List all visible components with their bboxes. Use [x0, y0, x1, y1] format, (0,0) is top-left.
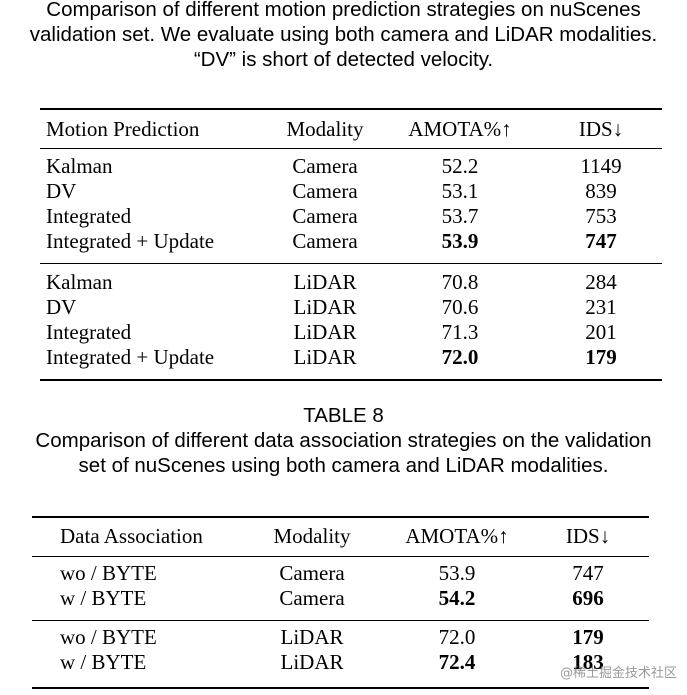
method-cell: wo / BYTE [60, 561, 157, 585]
ids-cell: 1149 [580, 154, 622, 178]
table-row: Kalman Camera 52.2 1149 [40, 154, 662, 179]
method-cell: Integrated + Update [46, 345, 215, 369]
method-cell: Integrated [46, 204, 132, 228]
method-cell: Integrated [46, 320, 132, 344]
amota-cell: 70.8 [441, 270, 479, 294]
modality-cell: Camera [292, 204, 358, 228]
ids-cell-best: 747 [585, 229, 617, 253]
column-header: Modality [273, 524, 351, 548]
table-group-rule [40, 263, 662, 264]
method-cell: Kalman [46, 154, 113, 178]
modality-cell: LiDAR [293, 270, 357, 294]
table-bottom-rule [40, 379, 662, 381]
data-association-table: Data Association Modality AMOTA%↑ IDS↓ w… [32, 520, 649, 675]
method-cell: Kalman [46, 270, 113, 294]
amota-cell: 71.3 [441, 320, 479, 344]
column-header: IDS↓ [578, 117, 624, 141]
table-header-rule [32, 556, 649, 557]
amota-cell: 52.2 [441, 154, 479, 178]
caption-line: set of nuScenes using both camera and Li… [78, 454, 609, 477]
method-cell: w / BYTE [60, 586, 147, 610]
modality-cell: LiDAR [293, 320, 357, 344]
column-header: IDS↓ [565, 524, 611, 548]
caption-line: Comparison of different data association… [35, 429, 652, 452]
table-8-caption: TABLE 8 Comparison of different data ass… [0, 403, 687, 478]
ids-cell-best: 696 [572, 586, 604, 610]
caption-line: Comparison of different motion predictio… [46, 0, 641, 21]
method-cell: w / BYTE [60, 650, 147, 674]
table-bottom-rule [32, 687, 649, 689]
table-row: w / BYTE Camera 54.2 696 [32, 586, 649, 611]
table-row: DV LiDAR 70.6 231 [40, 295, 662, 320]
amota-cell: 72.0 [438, 625, 476, 649]
table-header-rule [40, 148, 662, 149]
table-header-row: Motion Prediction Modality AMOTA%↑ IDS↓ [40, 113, 662, 146]
watermark: @稀土掘金技术社区 [559, 666, 677, 681]
ids-cell: 753 [585, 204, 617, 228]
table-top-rule [40, 108, 662, 110]
table-row: wo / BYTE LiDAR 72.0 179 [32, 625, 649, 650]
table-row: Integrated + Update LiDAR 72.0 179 [40, 345, 662, 370]
modality-cell: Camera [292, 229, 358, 253]
column-header: AMOTA%↑ [408, 117, 512, 141]
method-cell: wo / BYTE [60, 625, 157, 649]
table-row: Kalman LiDAR 70.8 284 [40, 270, 662, 295]
column-header: Data Association [60, 524, 203, 548]
table-group-rule [32, 620, 649, 621]
table-header-row: Data Association Modality AMOTA%↑ IDS↓ [32, 520, 649, 553]
table-row: Integrated Camera 53.7 753 [40, 204, 662, 229]
column-header: AMOTA%↑ [405, 524, 509, 548]
method-cell: DV [46, 295, 77, 319]
amota-cell-best: 54.2 [438, 586, 476, 610]
amota-cell: 53.7 [441, 204, 479, 228]
modality-cell: Camera [292, 179, 358, 203]
modality-cell: LiDAR [280, 650, 344, 674]
amota-cell: 70.6 [441, 295, 479, 319]
amota-cell: 53.1 [441, 179, 479, 203]
modality-cell: Camera [279, 586, 345, 610]
ids-cell: 839 [585, 179, 617, 203]
amota-cell-best: 72.4 [438, 650, 476, 674]
table-7-caption: Comparison of different motion predictio… [0, 0, 687, 72]
method-cell: DV [46, 179, 77, 203]
method-cell: Integrated + Update [46, 229, 215, 253]
amota-cell: 53.9 [438, 561, 476, 585]
table-row: w / BYTE LiDAR 72.4 183 [32, 650, 649, 675]
ids-cell: 284 [585, 270, 617, 294]
table-top-rule [32, 516, 649, 518]
table-row: Integrated LiDAR 71.3 201 [40, 320, 662, 345]
ids-cell: 201 [585, 320, 617, 344]
column-header: Modality [286, 117, 364, 141]
table-row: wo / BYTE Camera 53.9 747 [32, 561, 649, 586]
ids-cell-best: 179 [572, 625, 604, 649]
modality-cell: LiDAR [293, 295, 357, 319]
table-row: Integrated + Update Camera 53.9 747 [40, 229, 662, 254]
amota-cell-best: 72.0 [441, 345, 479, 369]
amota-cell-best: 53.9 [441, 229, 479, 253]
caption-line: “DV” is short of detected velocity. [193, 48, 494, 71]
ids-cell-best: 183 [572, 650, 604, 674]
motion-prediction-table: Motion Prediction Modality AMOTA%↑ IDS↓ … [40, 113, 662, 370]
modality-cell: Camera [292, 154, 358, 178]
table-row: DV Camera 53.1 839 [40, 179, 662, 204]
modality-cell: LiDAR [280, 625, 344, 649]
modality-cell: LiDAR [293, 345, 357, 369]
ids-cell: 747 [572, 561, 604, 585]
table-label: TABLE 8 [303, 404, 384, 427]
ids-cell-best: 179 [585, 345, 617, 369]
caption-line: validation set. We evaluate using both c… [29, 23, 658, 46]
column-header: Motion Prediction [46, 117, 200, 141]
modality-cell: Camera [279, 561, 345, 585]
ids-cell: 231 [585, 295, 617, 319]
